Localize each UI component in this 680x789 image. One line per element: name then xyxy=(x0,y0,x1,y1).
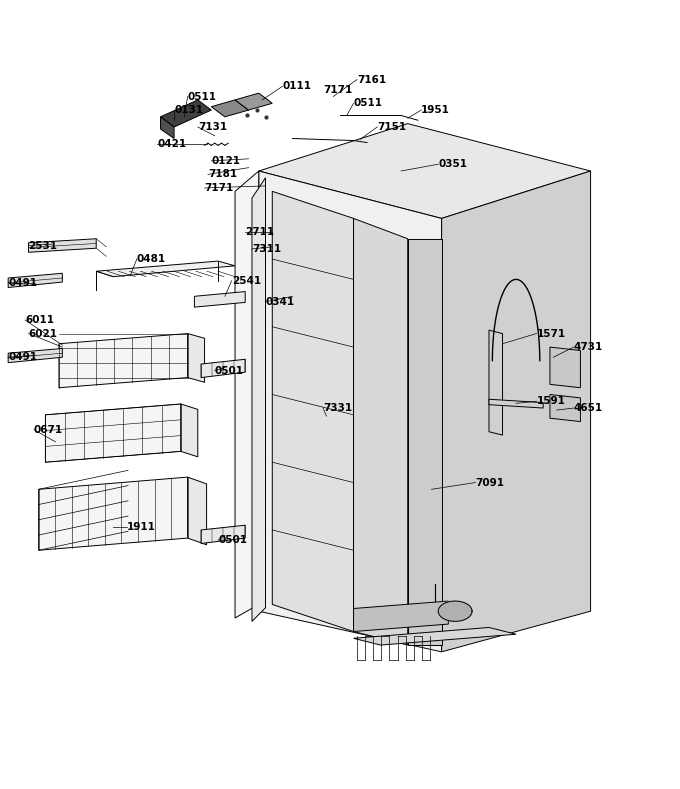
Polygon shape xyxy=(441,171,590,652)
Text: 7091: 7091 xyxy=(475,477,505,488)
Polygon shape xyxy=(160,117,174,139)
Text: 0341: 0341 xyxy=(265,297,294,307)
Text: 4731: 4731 xyxy=(574,342,603,352)
Text: 0131: 0131 xyxy=(174,105,203,115)
Polygon shape xyxy=(160,100,211,127)
Polygon shape xyxy=(272,192,354,631)
Polygon shape xyxy=(550,394,581,421)
Text: 7171: 7171 xyxy=(205,183,234,193)
Text: 0481: 0481 xyxy=(137,254,166,264)
Polygon shape xyxy=(252,178,265,622)
Polygon shape xyxy=(408,239,441,645)
Polygon shape xyxy=(211,100,249,117)
Text: 6021: 6021 xyxy=(29,328,58,338)
Polygon shape xyxy=(201,359,245,378)
Polygon shape xyxy=(59,334,188,387)
Polygon shape xyxy=(489,399,543,408)
Polygon shape xyxy=(188,477,207,545)
Polygon shape xyxy=(258,171,441,652)
Polygon shape xyxy=(96,261,235,277)
Text: 7161: 7161 xyxy=(357,75,386,84)
Polygon shape xyxy=(39,477,188,550)
Text: 2541: 2541 xyxy=(232,275,260,286)
Polygon shape xyxy=(181,404,198,457)
Polygon shape xyxy=(29,239,96,252)
Text: 0491: 0491 xyxy=(8,278,37,288)
Text: 7171: 7171 xyxy=(323,84,352,95)
Polygon shape xyxy=(8,349,63,363)
Text: 4651: 4651 xyxy=(574,403,602,413)
Polygon shape xyxy=(354,627,516,645)
Polygon shape xyxy=(354,601,448,631)
Text: 7131: 7131 xyxy=(198,122,227,132)
Text: 1911: 1911 xyxy=(126,522,156,532)
Text: 2531: 2531 xyxy=(29,241,58,251)
Polygon shape xyxy=(354,219,408,645)
Text: 0421: 0421 xyxy=(157,139,186,149)
Polygon shape xyxy=(201,525,245,544)
Text: 7181: 7181 xyxy=(208,170,237,179)
Text: 0351: 0351 xyxy=(438,159,467,170)
Text: 7331: 7331 xyxy=(323,403,352,413)
Text: 1571: 1571 xyxy=(537,328,566,338)
Polygon shape xyxy=(550,347,581,387)
Polygon shape xyxy=(46,404,181,462)
Text: 7151: 7151 xyxy=(377,122,407,132)
Text: 6011: 6011 xyxy=(25,315,54,325)
Polygon shape xyxy=(188,334,205,383)
Polygon shape xyxy=(438,601,472,622)
Text: 1951: 1951 xyxy=(422,105,450,115)
Text: 0491: 0491 xyxy=(8,352,37,362)
Text: 0501: 0501 xyxy=(218,535,247,545)
Polygon shape xyxy=(8,273,63,287)
Text: 1591: 1591 xyxy=(537,396,565,406)
Polygon shape xyxy=(258,124,590,219)
Text: 0511: 0511 xyxy=(188,92,217,102)
Text: 0121: 0121 xyxy=(211,156,240,166)
Text: 0671: 0671 xyxy=(34,424,63,435)
Text: 2711: 2711 xyxy=(245,227,274,237)
Text: 0511: 0511 xyxy=(354,99,383,108)
Text: 0111: 0111 xyxy=(282,81,311,92)
Polygon shape xyxy=(235,171,258,618)
Text: 7311: 7311 xyxy=(252,244,281,254)
Polygon shape xyxy=(489,330,503,435)
Text: 0501: 0501 xyxy=(215,366,243,376)
Polygon shape xyxy=(235,93,272,110)
Polygon shape xyxy=(194,292,245,307)
